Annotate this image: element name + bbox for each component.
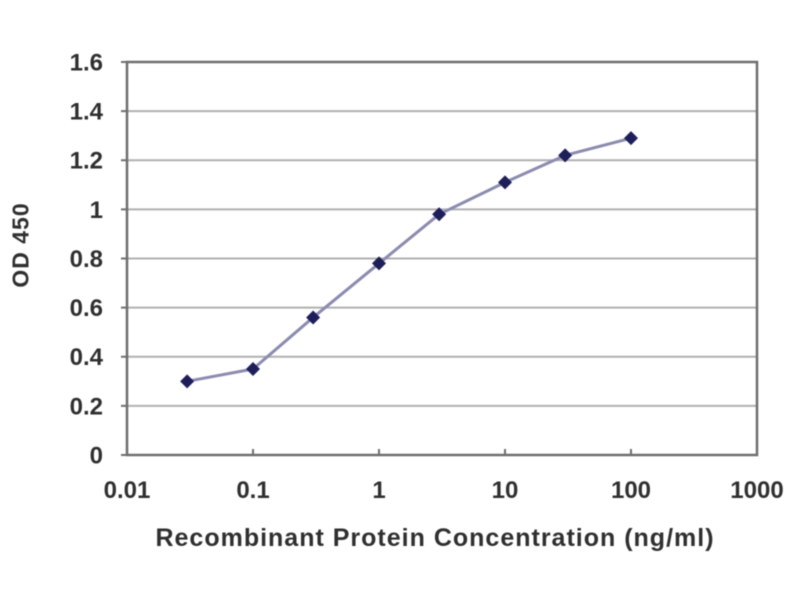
data-point-marker xyxy=(624,131,638,146)
x-tick-label: 0.1 xyxy=(236,477,269,504)
y-tick-label: 0.2 xyxy=(70,393,103,420)
data-point-marker xyxy=(180,374,195,389)
series-line xyxy=(186,136,632,383)
data-point-marker xyxy=(306,310,321,325)
y-axis-title: OD 450 xyxy=(7,202,34,288)
data-point-marker xyxy=(558,148,573,163)
y-tick-label: 0 xyxy=(90,442,103,469)
x-tick-label: 100 xyxy=(611,477,651,504)
y-tick-label: 0.4 xyxy=(70,344,104,371)
data-point-marker xyxy=(372,256,386,271)
y-tick-label: 1.6 xyxy=(70,49,103,76)
y-tick-label: 1.4 xyxy=(70,99,104,126)
y-tick-label: 1 xyxy=(90,197,103,224)
x-tick-label: 10 xyxy=(492,477,519,504)
y-tick-label: 0.8 xyxy=(70,246,103,273)
x-tick-label: 1000 xyxy=(730,477,783,504)
x-axis-title: Recombinant Protein Concentration (ng/ml… xyxy=(155,524,715,552)
y-tick-label: 0.6 xyxy=(70,295,103,322)
x-tick-label: 1 xyxy=(372,477,385,504)
data-point-marker xyxy=(246,362,260,377)
data-point-marker xyxy=(432,207,447,222)
y-tick-label: 1.2 xyxy=(70,148,103,175)
x-tick-label: 0.01 xyxy=(104,477,151,504)
data-point-marker xyxy=(498,175,512,190)
